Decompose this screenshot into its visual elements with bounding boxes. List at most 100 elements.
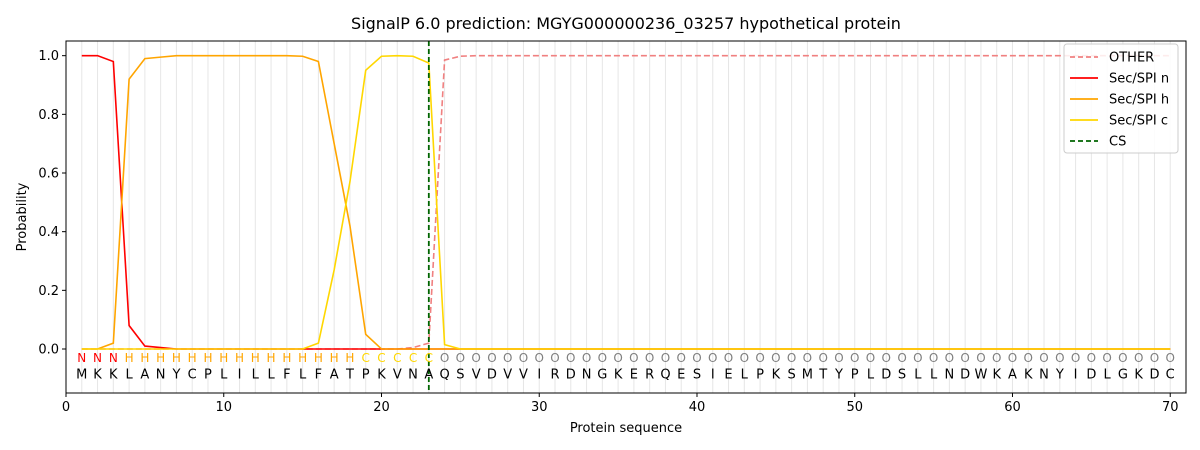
region-label: O: [724, 351, 733, 365]
residue-label: L: [267, 367, 275, 382]
series-line-other: [81, 54, 1171, 350]
region-label: O: [1071, 351, 1080, 365]
region-label: O: [1087, 351, 1096, 365]
residue-label: N: [945, 367, 955, 382]
residue-label: G: [597, 367, 607, 382]
region-label: O: [645, 351, 654, 365]
y-axis-label: Probability: [15, 182, 30, 251]
residue-label: V: [519, 367, 528, 382]
region-label: H: [298, 351, 307, 365]
legend-label: OTHER: [1109, 51, 1154, 66]
residue-label: I: [537, 367, 541, 382]
residue-label: K: [614, 367, 623, 382]
region-label: H: [140, 351, 149, 365]
residue-label: L: [1104, 367, 1112, 382]
region-label: C: [393, 351, 401, 365]
residue-label: M: [76, 367, 87, 382]
residue-label: T: [818, 367, 827, 382]
residue-label: F: [283, 367, 290, 382]
residue-label: L: [220, 367, 228, 382]
region-label: C: [377, 351, 385, 365]
region-label: O: [708, 351, 717, 365]
region-label: O: [1008, 351, 1017, 365]
residue-label: K: [1134, 367, 1143, 382]
region-label: O: [1055, 351, 1064, 365]
region-label: O: [945, 351, 954, 365]
chart-title: SignalP 6.0 prediction: MGYG000000236_03…: [351, 14, 901, 34]
region-label: O: [866, 351, 875, 365]
x-tick-label: 50: [846, 400, 863, 415]
residue-label: R: [550, 367, 559, 382]
region-label: O: [897, 351, 906, 365]
residue-label: N: [156, 367, 166, 382]
region-label: H: [172, 351, 181, 365]
region-label: O: [676, 351, 685, 365]
region-label: O: [929, 351, 938, 365]
residue-label: L: [741, 367, 749, 382]
region-label: C: [362, 351, 370, 365]
region-label: O: [456, 351, 465, 365]
residue-label: C: [188, 367, 197, 382]
region-label: O: [471, 351, 480, 365]
residue-label: Y: [834, 367, 843, 382]
x-tick-label: 20: [373, 400, 390, 415]
residue-label: D: [566, 367, 576, 382]
plot-frame: [65, 40, 1187, 394]
x-tick-label: 0: [62, 400, 70, 415]
region-label: H: [267, 351, 276, 365]
y-tick-label: 0.6: [38, 167, 59, 182]
residue-label: D: [881, 367, 891, 382]
residue-label: K: [992, 367, 1001, 382]
residue-label: S: [456, 367, 464, 382]
region-label: O: [503, 351, 512, 365]
residue-label: K: [772, 367, 781, 382]
x-tick-label: 10: [215, 400, 232, 415]
region-label: O: [1024, 351, 1033, 365]
region-label: O: [834, 351, 843, 365]
residue-label: D: [1149, 367, 1159, 382]
residue-label: E: [724, 367, 732, 382]
residue-label: R: [645, 367, 654, 382]
region-label: H: [125, 351, 134, 365]
residue-label: A: [330, 367, 339, 382]
residue-label: M: [802, 367, 813, 382]
x-axis-label: Protein sequence: [570, 421, 682, 436]
region-label: O: [992, 351, 1001, 365]
residue-label: P: [851, 367, 859, 382]
residue-label: P: [204, 367, 212, 382]
legend-box: [1063, 43, 1179, 154]
residue-label: L: [930, 367, 938, 382]
residue-label: I: [1074, 367, 1078, 382]
residue-label: E: [677, 367, 685, 382]
grid-lines: [81, 41, 1171, 393]
region-label: N: [93, 351, 102, 365]
region-label: H: [219, 351, 228, 365]
region-label: O: [740, 351, 749, 365]
region-label: O: [818, 351, 827, 365]
region-label: O: [550, 351, 559, 365]
region-label: N: [109, 351, 118, 365]
residue-label: I: [711, 367, 715, 382]
y-tick-label: 0.8: [38, 108, 59, 123]
region-label: O: [1102, 351, 1111, 365]
region-label: O: [1165, 351, 1174, 365]
series-line-sec-spi-c: [81, 54, 1171, 350]
residue-label: L: [125, 367, 133, 382]
region-label: O: [440, 351, 449, 365]
region-label: O: [960, 351, 969, 365]
residue-label: K: [1024, 367, 1033, 382]
series-lines: [81, 41, 1171, 393]
region-label: O: [661, 351, 670, 365]
residue-label: L: [914, 367, 922, 382]
region-label: H: [235, 351, 244, 365]
residue-label: V: [393, 367, 402, 382]
region-label: O: [771, 351, 780, 365]
residue-label: S: [898, 367, 906, 382]
residue-label: L: [867, 367, 875, 382]
region-label: H: [345, 351, 354, 365]
residue-label: D: [1086, 367, 1096, 382]
x-tick-label: 70: [1162, 400, 1179, 415]
axes: 0 10 20 30 40 50 60 70 0.0 0.2 0.4 0.6 0.8 1.0: [38, 49, 1178, 415]
region-label: O: [803, 351, 812, 365]
region-label: N: [77, 351, 86, 365]
